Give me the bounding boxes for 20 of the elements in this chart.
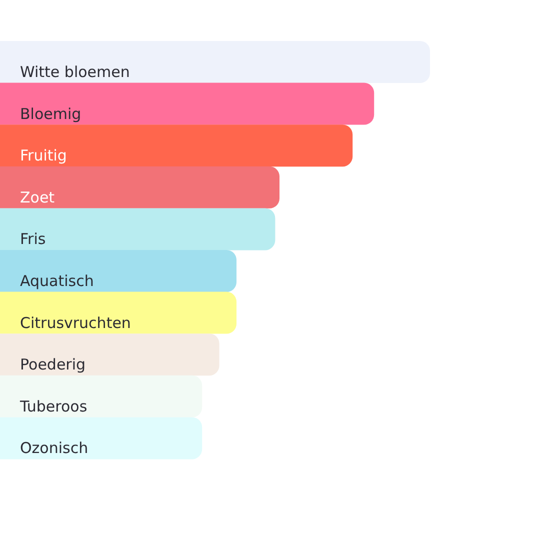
y-tick-label: Citrusvruchten — [20, 314, 131, 332]
y-tick-label: Poederig — [20, 356, 86, 374]
y-tick-label: Fris — [20, 230, 46, 248]
y-tick-label: Fruitig — [20, 146, 67, 165]
bar — [0, 250, 236, 292]
bar — [0, 166, 280, 208]
bar — [0, 417, 202, 460]
bar — [0, 334, 220, 376]
bar — [0, 124, 353, 167]
y-tick-label: Ozonisch — [20, 439, 88, 458]
y-tick-label: Tuberoos — [19, 397, 88, 416]
bar — [0, 208, 276, 250]
bar — [0, 292, 236, 334]
y-tick-label: Witte bloemen — [20, 63, 130, 81]
y-tick-label: Bloemig — [20, 104, 82, 123]
bar — [0, 41, 430, 83]
y-tick-label: Aquatisch — [20, 272, 94, 290]
y-tick-label: Zoet — [20, 188, 55, 206]
bar — [0, 375, 202, 418]
bar — [0, 82, 374, 125]
